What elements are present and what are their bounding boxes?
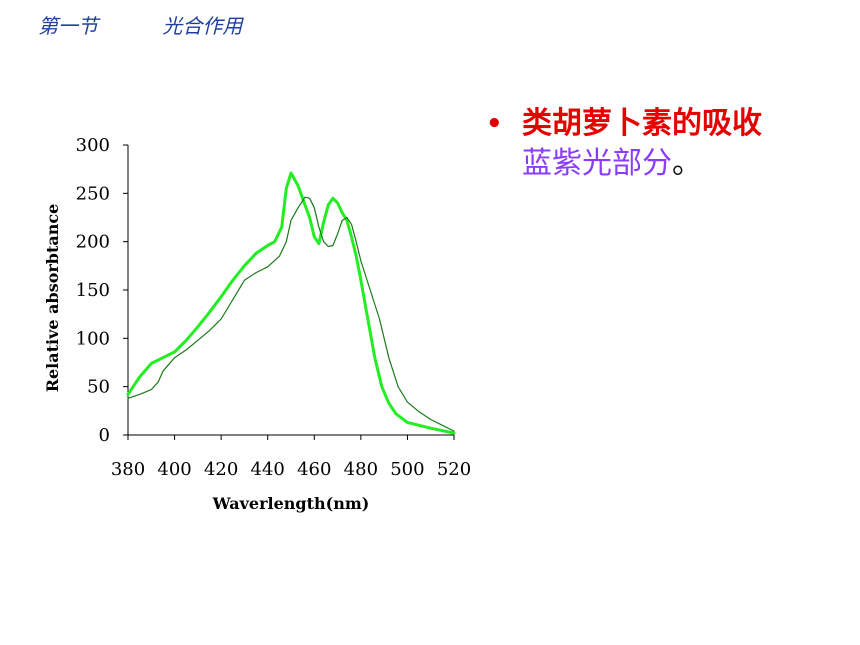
y-tick-label: 200 [76, 232, 110, 253]
chart-lines [126, 171, 456, 435]
bullet-text-purple: 蓝紫光部分 [522, 146, 672, 181]
x-tick-label: 460 [297, 459, 331, 480]
y-tick-label: 50 [87, 377, 110, 398]
y-tick-label: 250 [76, 183, 110, 204]
x-tick-label: 400 [157, 459, 191, 480]
series-line-bright [126, 171, 456, 435]
bullet-point: • 类胡萝卜素的吸收蓝紫光部分。 [486, 104, 776, 184]
x-tick-label: 520 [437, 459, 471, 480]
chart-axes [123, 144, 455, 440]
y-tick-label: 0 [99, 425, 110, 446]
x-tick-label: 440 [251, 459, 285, 480]
bullet-text-red: 类胡萝卜素的吸收 [522, 106, 762, 141]
bullet-text-period: 。 [672, 146, 702, 181]
chart-labels: 0 50 100 150 200 250 300 380 400 420 440 460 480 500 5… [43, 135, 471, 513]
topic-label: 光合作用 [162, 14, 243, 38]
y-axis-title: Relative absorbtance [43, 204, 62, 393]
slide-header: 第一节 光合作用 [38, 10, 242, 39]
y-tick-label: 300 [76, 135, 110, 156]
x-tick-label: 380 [111, 459, 145, 480]
y-tick-label: 100 [76, 328, 110, 349]
x-axis-title: Waverlength(nm) [212, 494, 370, 513]
series-line-dark [127, 196, 455, 432]
section-label: 第一节 [38, 14, 98, 38]
bullet-text: 类胡萝卜素的吸收蓝紫光部分。 [522, 104, 776, 184]
x-tick-label: 480 [344, 459, 378, 480]
bullet-marker: • [486, 109, 503, 139]
x-tick-label: 500 [390, 459, 424, 480]
y-tick-label: 150 [76, 280, 110, 301]
x-tick-label: 420 [204, 459, 238, 480]
